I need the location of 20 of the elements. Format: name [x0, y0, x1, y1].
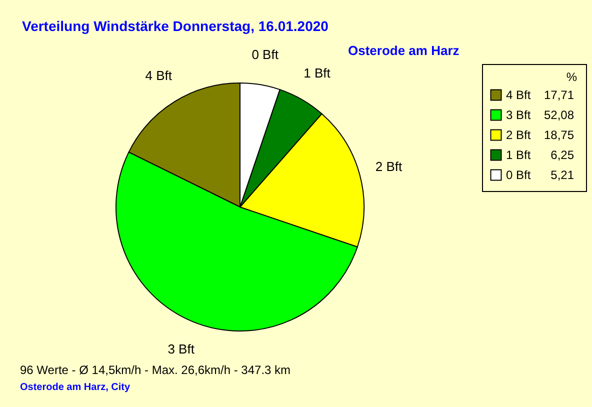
slice-label: 3 Bft — [168, 341, 195, 356]
slice-label: 2 Bft — [375, 159, 403, 174]
legend-label: 4 Bft — [506, 88, 531, 102]
slice-label: 0 Bft — [252, 47, 279, 62]
slice-label: 4 Bft — [145, 68, 172, 84]
legend-label: 1 Bft — [506, 148, 531, 162]
text: 96 Werte - Ø 14,5km/h - Max. 26,6km/h - 347.3 km — [20, 363, 291, 377]
slice-label: 1 Bft — [304, 66, 331, 81]
legend-label: 0 Bft — [506, 168, 531, 182]
chart-title: Verteilung Windstärke Donnerstag, 16.01.2020 — [22, 18, 329, 34]
data-label: 52,08 — [544, 108, 574, 122]
chart-subtitle: Osterode am Harz — [348, 43, 460, 58]
data-label: 5,21 — [550, 168, 574, 182]
legend-label: 2 Bft — [506, 128, 531, 142]
data-label: 17,71 — [544, 88, 574, 102]
data-label: 6,25 — [550, 148, 574, 162]
legend-title: % — [566, 70, 578, 84]
text: Osterode am Harz, City — [20, 382, 130, 393]
data-label: 18,75 — [544, 128, 574, 142]
legend-label: 3 Bft — [506, 108, 531, 122]
